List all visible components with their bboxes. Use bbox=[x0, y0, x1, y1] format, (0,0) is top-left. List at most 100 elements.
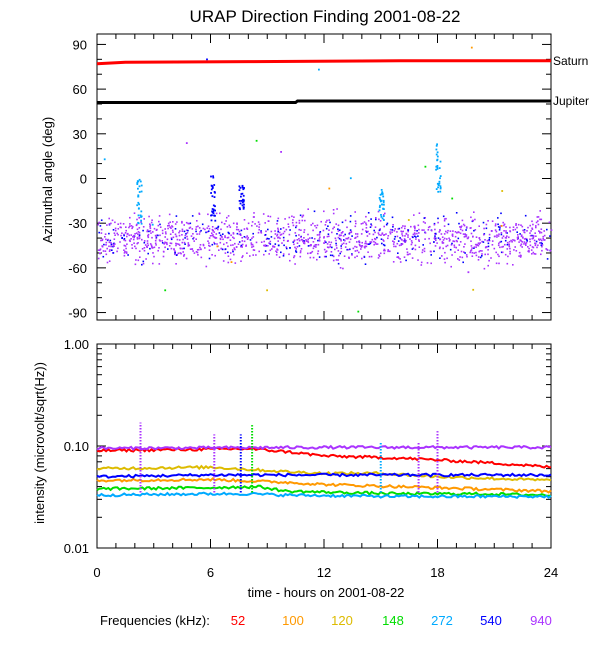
azimuth-data-point bbox=[324, 224, 327, 226]
azimuth-data-point bbox=[354, 250, 357, 252]
azimuth-data-point bbox=[476, 243, 478, 246]
azimuth-data-point bbox=[340, 238, 342, 241]
azimuth-data-point bbox=[279, 234, 282, 236]
azimuth-data-point bbox=[534, 244, 537, 247]
azimuth-data-point bbox=[495, 230, 498, 233]
azimuth-data-point bbox=[175, 263, 177, 265]
azimuth-data-point bbox=[183, 247, 185, 250]
azimuth-data-point bbox=[305, 240, 308, 242]
azimuth-data-point bbox=[335, 242, 337, 245]
azimuth-data-point bbox=[401, 233, 403, 235]
azimuth-data-point bbox=[339, 267, 342, 269]
azimuth-data-point bbox=[400, 238, 403, 241]
azimuth-data-point bbox=[471, 255, 474, 257]
azimuth-data-point bbox=[479, 239, 481, 241]
azimuth-outlier-point bbox=[318, 68, 320, 71]
azimuth-data-point bbox=[208, 244, 210, 247]
azimuth-data-point bbox=[278, 256, 281, 258]
azimuth-data-point bbox=[330, 241, 333, 244]
azimuth-data-point bbox=[135, 247, 137, 250]
azimuth-data-point bbox=[138, 237, 141, 239]
intensity-series-540khz bbox=[96, 472, 552, 479]
azimuth-data-point bbox=[499, 225, 502, 227]
azimuth-data-point bbox=[312, 229, 314, 232]
azimuth-data-point bbox=[143, 249, 146, 252]
azimuth-data-point bbox=[477, 242, 480, 244]
azimuth-data-point bbox=[365, 230, 367, 232]
time-x-tick-label: 0 bbox=[93, 565, 100, 580]
azimuth-data-point bbox=[167, 227, 169, 230]
azimuth-data-point bbox=[175, 235, 178, 238]
azimuth-data-point bbox=[138, 250, 141, 252]
azimuth-data-point bbox=[105, 238, 107, 241]
azimuth-data-point bbox=[296, 246, 299, 248]
azimuth-data-point bbox=[338, 229, 341, 231]
azimuth-data-point bbox=[108, 223, 111, 225]
azimuth-data-point bbox=[473, 246, 476, 248]
azimuth-data-point bbox=[298, 239, 301, 242]
azimuth-data-point bbox=[382, 214, 385, 216]
azimuth-data-point bbox=[504, 236, 507, 239]
azimuth-data-point bbox=[459, 226, 461, 228]
azimuth-data-point bbox=[162, 255, 165, 258]
azimuth-data-point bbox=[146, 246, 148, 248]
azimuth-data-point bbox=[454, 231, 457, 233]
azimuth-data-point bbox=[494, 223, 497, 225]
azimuth-data-point bbox=[539, 238, 542, 241]
azimuth-burst-point bbox=[140, 222, 143, 225]
azimuth-data-point bbox=[389, 232, 392, 235]
azimuth-data-point bbox=[349, 238, 352, 241]
azimuth-data-point bbox=[459, 241, 462, 243]
azimuth-data-point bbox=[540, 228, 543, 230]
azimuth-outlier-point bbox=[501, 190, 504, 192]
azimuth-data-point bbox=[211, 234, 214, 237]
azimuth-data-point bbox=[309, 244, 311, 247]
azimuth-burst-point bbox=[436, 166, 439, 169]
azimuth-data-point bbox=[498, 242, 500, 245]
azimuth-data-point bbox=[307, 238, 309, 240]
azimuth-data-point bbox=[315, 226, 318, 229]
azimuth-data-point bbox=[137, 231, 140, 233]
azimuth-data-point bbox=[531, 227, 533, 230]
azimuth-data-point bbox=[277, 237, 279, 239]
azimuth-data-point bbox=[281, 242, 283, 244]
azimuth-data-point bbox=[356, 255, 358, 257]
azimuth-data-point bbox=[268, 253, 270, 255]
azimuth-data-point bbox=[181, 234, 183, 236]
azimuth-data-point bbox=[207, 240, 209, 242]
azimuth-data-point bbox=[349, 220, 352, 223]
azimuth-data-point bbox=[184, 234, 187, 237]
azimuth-data-point bbox=[342, 267, 344, 270]
azimuth-data-point bbox=[488, 239, 491, 242]
azimuth-data-point bbox=[174, 251, 176, 254]
azimuth-data-point bbox=[284, 218, 286, 220]
azimuth-data-point bbox=[252, 254, 254, 256]
azimuth-data-point bbox=[414, 227, 416, 230]
azimuth-data-point bbox=[111, 219, 114, 222]
azimuth-data-point bbox=[442, 215, 445, 218]
azimuth-data-point bbox=[154, 239, 157, 242]
azimuth-data-point bbox=[195, 228, 197, 230]
azimuth-data-point bbox=[292, 224, 295, 227]
azimuth-data-point bbox=[264, 244, 267, 246]
azimuth-data-point bbox=[532, 251, 535, 254]
azimuth-data-point bbox=[299, 255, 302, 258]
azimuth-data-point bbox=[512, 226, 515, 228]
azimuth-data-point bbox=[176, 243, 178, 245]
azimuth-data-point bbox=[226, 216, 228, 219]
azimuth-data-point bbox=[156, 228, 158, 231]
azimuth-data-point bbox=[185, 221, 188, 224]
azimuth-data-point bbox=[312, 222, 314, 225]
azimuth-data-point bbox=[152, 252, 154, 254]
azimuth-data-point bbox=[470, 250, 472, 252]
azimuth-data-point bbox=[367, 251, 369, 253]
chart-title: URAP Direction Finding 2001-08-22 bbox=[190, 7, 461, 26]
azimuth-data-point bbox=[365, 231, 368, 233]
azimuth-data-point bbox=[211, 232, 213, 234]
azimuth-data-point bbox=[219, 212, 221, 215]
azimuth-burst-point bbox=[242, 194, 245, 197]
azimuth-data-point bbox=[217, 226, 219, 229]
azimuth-data-point bbox=[449, 248, 452, 251]
azimuth-data-point bbox=[316, 234, 319, 236]
